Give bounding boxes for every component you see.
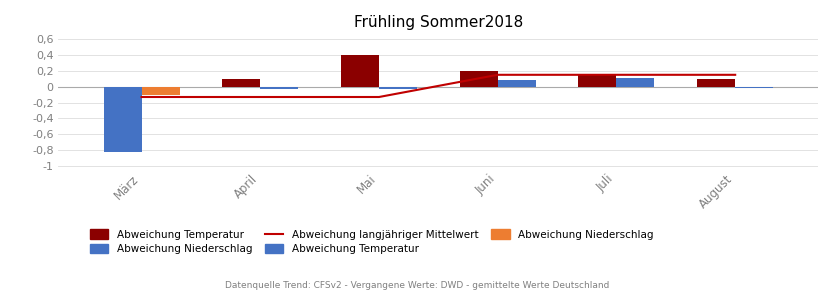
Bar	[735, 87, 773, 88]
Bar	[460, 71, 498, 87]
Title: Frühling Sommer2018: Frühling Sommer2018	[354, 15, 523, 30]
Bar	[616, 78, 655, 87]
Bar	[222, 79, 261, 87]
Bar	[261, 87, 298, 89]
Bar	[498, 80, 536, 87]
Bar	[379, 87, 417, 89]
Legend: Abweichung Temperatur, Abweichung Niederschlag, Abweichung langjähriger Mittelwe: Abweichung Temperatur, Abweichung Nieder…	[87, 226, 656, 257]
Bar	[697, 79, 735, 87]
Bar	[341, 55, 379, 87]
Bar	[104, 87, 142, 152]
Text: Datenquelle Trend: CFSv2 - Vergangene Werte: DWD - gemittelte Werte Deutschland: Datenquelle Trend: CFSv2 - Vergangene We…	[225, 281, 610, 290]
Bar	[579, 75, 616, 87]
Bar	[142, 87, 180, 95]
